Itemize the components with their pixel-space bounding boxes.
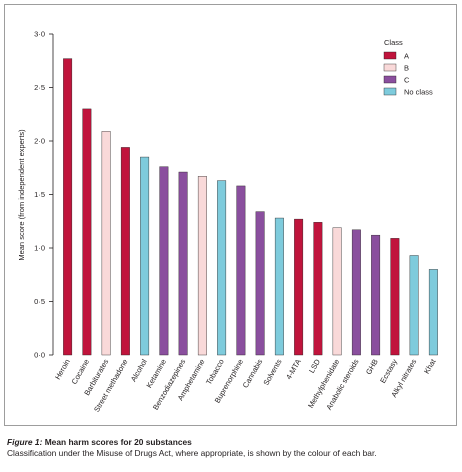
y-tick-label: 3·0: [34, 30, 45, 39]
legend-swatch: [383, 51, 397, 60]
bar-street-methadone: [120, 147, 130, 356]
legend-title: Class: [384, 38, 403, 47]
bar-tobacco: [217, 180, 227, 356]
y-axis-title: Mean score (from independent experts): [17, 129, 26, 261]
legend-label: No class: [404, 88, 433, 97]
bar-cocaine: [82, 108, 92, 356]
bar-ketamine: [159, 166, 169, 356]
bar-alkyl-nitrates: [409, 255, 419, 356]
y-tick-label: 2·5: [34, 83, 45, 92]
bar-ghb: [371, 234, 381, 356]
bar-khat: [428, 269, 438, 356]
bar-benzodiazepines: [178, 171, 188, 356]
x-tick-label: Khat: [422, 357, 438, 376]
legend-label: B: [404, 64, 409, 73]
bar-barbiturates: [101, 131, 111, 356]
legend-swatch: [383, 63, 397, 72]
x-tick-label: LSD: [307, 357, 322, 375]
caption-title: Figure 1: Mean harm scores for 20 substa…: [7, 437, 457, 448]
x-tick-label: Heroin: [53, 358, 72, 382]
x-tick-label: Solvents: [261, 357, 283, 387]
bars: [63, 58, 438, 356]
figure-frame: [4, 4, 457, 426]
bar-ecstasy: [390, 238, 400, 356]
legend-swatch: [383, 87, 397, 96]
bar-alcohol: [140, 156, 150, 356]
y-axis: 0·0 0·5 1·0 1·5 2·0 2·5 3·0: [34, 30, 54, 360]
bar-4-mta: [294, 218, 304, 356]
legend-label: A: [404, 52, 409, 61]
figure-caption: Figure 1: Mean harm scores for 20 substa…: [7, 437, 457, 459]
x-tick-label: Ecstasy: [378, 357, 399, 384]
bar-cannabis: [255, 211, 265, 356]
y-tick-label: 0·0: [34, 351, 45, 360]
legend: Class ABC No class: [383, 38, 433, 97]
bar-chart: 0·0 0·5 1·0 1·5 2·0 2·5 3·0 HeroinCocaineBarbi…: [17, 30, 438, 414]
bar-anabolic-steroids: [351, 229, 361, 356]
bar-methylphenidate: [332, 227, 342, 356]
x-tick-label: 4-MTA: [284, 358, 303, 382]
caption-title-text: Mean harm scores for 20 substances: [44, 437, 192, 447]
bar-lsd: [313, 222, 323, 356]
y-tick-label: 1·0: [34, 244, 45, 253]
bar-buprenorphine: [236, 185, 246, 356]
y-tick-label: 0·5: [34, 297, 45, 306]
bar-solvents: [274, 217, 284, 356]
legend-swatch: [383, 75, 397, 84]
bar-heroin: [63, 58, 73, 356]
x-tick-label: Alcohol: [129, 357, 149, 383]
caption-text: Classification under the Misuse of Drugs…: [7, 448, 377, 458]
bar-amphetamine: [197, 176, 207, 356]
x-tick-label: GHB: [364, 358, 380, 377]
y-tick-label: 1·5: [34, 190, 45, 199]
legend-label: C: [404, 76, 410, 85]
y-tick-label: 2·0: [34, 137, 45, 146]
caption-figure-number: Figure 1:: [7, 437, 43, 447]
